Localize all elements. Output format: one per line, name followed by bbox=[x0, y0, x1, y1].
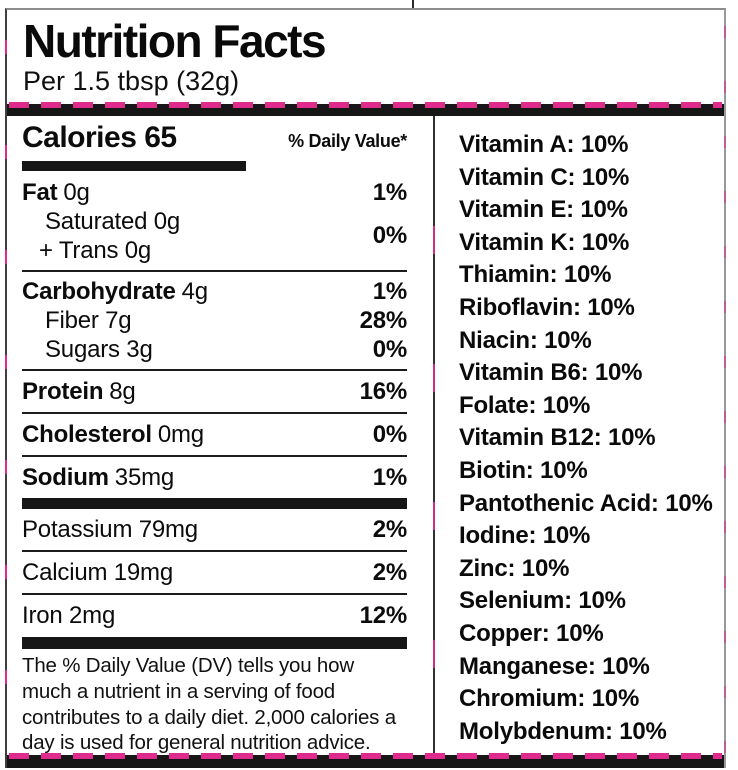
cholesterol-name: Cholesterol bbox=[22, 421, 152, 448]
daily-value-footnote: The % Daily Value (DV) tells you how muc… bbox=[22, 654, 396, 755]
cholesterol-dv: 0% bbox=[372, 421, 407, 448]
micronutrient-item: Iodine: 10% bbox=[459, 522, 591, 550]
calories-separator-bar bbox=[22, 161, 246, 171]
fiber-row: Fiber 7g 28% bbox=[22, 306, 407, 335]
fat-group: Fat 0g Saturated 0g + Trans 0g 1% 0% bbox=[22, 178, 407, 265]
micronutrient-item: Thiamin: 10% bbox=[459, 261, 612, 289]
sugars-label: Sugars 3g bbox=[45, 336, 153, 363]
micronutrient-item: Vitamin B6: 10% bbox=[459, 359, 643, 387]
trans-fat-row: + Trans 0g bbox=[39, 237, 152, 264]
fat-name: Fat bbox=[22, 179, 58, 206]
micronutrient-item: Pantothenic Acid: 10% bbox=[459, 489, 713, 517]
separator-rule bbox=[22, 550, 407, 552]
sodium-dv: 1% bbox=[372, 464, 407, 491]
separator-rule bbox=[22, 455, 407, 457]
carbohydrate-row: Carbohydrate 4g 1% bbox=[22, 277, 407, 306]
sodium-amount: 35mg bbox=[114, 464, 175, 491]
micronutrient-item: Niacin: 10% bbox=[459, 326, 592, 354]
carbohydrate-label: Carbohydrate 4g bbox=[22, 277, 208, 306]
calcium-row: Calcium 19mg 2% bbox=[22, 557, 407, 588]
fiber-label: Fiber 7g bbox=[45, 307, 132, 334]
micronutrient-item: Vitamin K: 10% bbox=[459, 228, 630, 256]
fat-dv: 1% bbox=[372, 178, 407, 206]
carbohydrate-dv: 1% bbox=[372, 277, 407, 305]
right-edge-dash-mark bbox=[724, 26, 726, 764]
micronutrient-item: Vitamin A: 10% bbox=[459, 131, 629, 158]
protein-row: Protein 8g 16% bbox=[22, 376, 407, 407]
micronutrient-list: Vitamin A: 10% Vitamin C: 10% Vitamin E: 1… bbox=[435, 116, 724, 755]
iron-label: Iron 2mg bbox=[22, 602, 116, 629]
micronutrient-item: Molybdenum: 10% bbox=[459, 717, 667, 745]
potassium-label: Potassium 79mg bbox=[22, 516, 198, 543]
sodium-name: Sodium bbox=[22, 464, 109, 491]
micronutrient-item: Selenium: 10% bbox=[459, 587, 626, 615]
label-header: Nutrition Facts Per 1.5 tbsp (32g) bbox=[7, 10, 724, 96]
carbohydrate-name: Carbohydrate bbox=[22, 278, 176, 305]
sodium-row: Sodium 35mg 1% bbox=[22, 462, 407, 493]
sodium-label: Sodium 35mg bbox=[22, 462, 174, 493]
fat-group-values: 1% 0% bbox=[373, 178, 407, 265]
daily-value-header: % Daily Value* bbox=[288, 131, 407, 151]
minerals-separator-bar bbox=[22, 498, 407, 509]
left-edge-dash-mark bbox=[5, 40, 7, 764]
protein-label: Protein 8g bbox=[22, 376, 136, 407]
cholesterol-label: Cholesterol 0mg bbox=[22, 419, 204, 450]
saturated-fat-row: Saturated 0g bbox=[45, 208, 181, 235]
micronutrient-item: Vitamin E: 10% bbox=[459, 196, 628, 224]
protein-dv: 16% bbox=[359, 378, 408, 405]
saturated-trans-dv: 0% bbox=[372, 222, 407, 249]
separator-rule bbox=[22, 593, 407, 595]
header-separator-bar bbox=[7, 102, 724, 116]
nutrients-column: Calories 65 % Daily Value* Fat 0g Saturat… bbox=[7, 116, 433, 755]
footnote-separator-bar bbox=[22, 637, 407, 649]
micronutrient-item: Riboflavin: 10% bbox=[459, 293, 635, 321]
micronutrient-item: Vitamin C: 10% bbox=[459, 163, 630, 191]
serving-size: Per 1.5 tbsp (32g) bbox=[23, 66, 240, 96]
nutrition-facts-label: Nutrition Facts Per 1.5 tbsp (32g) Calor… bbox=[5, 8, 726, 768]
micronutrient-item: Copper: 10% bbox=[459, 619, 604, 647]
separator-rule bbox=[22, 270, 407, 272]
potassium-row: Potassium 79mg 2% bbox=[22, 514, 407, 545]
micronutrient-item: Folate: 10% bbox=[459, 391, 591, 419]
iron-dv: 12% bbox=[359, 602, 408, 629]
calcium-dv: 2% bbox=[372, 559, 407, 586]
protein-name: Protein bbox=[22, 378, 104, 405]
separator-rule bbox=[22, 369, 407, 371]
calcium-label: Calcium 19mg bbox=[22, 559, 173, 586]
micronutrient-item: Biotin: 10% bbox=[459, 456, 588, 484]
iron-row: Iron 2mg 12% bbox=[22, 600, 407, 631]
cholesterol-amount: 0mg bbox=[157, 421, 204, 448]
bottom-bar bbox=[7, 753, 724, 768]
protein-amount: 8g bbox=[109, 378, 136, 405]
fiber-dv: 28% bbox=[359, 306, 408, 334]
fat-group-lines: Fat 0g Saturated 0g + Trans 0g bbox=[22, 178, 373, 265]
calories-value: Calories 65 bbox=[22, 121, 177, 154]
micronutrient-item: Zinc: 10% bbox=[459, 554, 570, 582]
label-columns: Calories 65 % Daily Value* Fat 0g Saturat… bbox=[7, 116, 724, 755]
column-divider bbox=[433, 116, 435, 755]
sugars-dv: 0% bbox=[372, 335, 407, 363]
micronutrient-item: Vitamin B12: 10% bbox=[459, 424, 656, 452]
cholesterol-row: Cholesterol 0mg 0% bbox=[22, 419, 407, 450]
micronutrient-item: Chromium: 10% bbox=[459, 685, 640, 713]
potassium-dv: 2% bbox=[372, 516, 407, 543]
carbohydrate-amount: 4g bbox=[181, 278, 208, 305]
micronutrient-item: Manganese: 10% bbox=[459, 652, 650, 680]
separator-rule bbox=[22, 412, 407, 414]
fat-amount: 0g bbox=[63, 179, 90, 206]
label-title: Nutrition Facts bbox=[23, 15, 327, 67]
fat-row: Fat 0g bbox=[22, 178, 373, 207]
sugars-row: Sugars 3g 0% bbox=[22, 335, 407, 364]
calories-row: Calories 65 % Daily Value* bbox=[22, 120, 407, 158]
